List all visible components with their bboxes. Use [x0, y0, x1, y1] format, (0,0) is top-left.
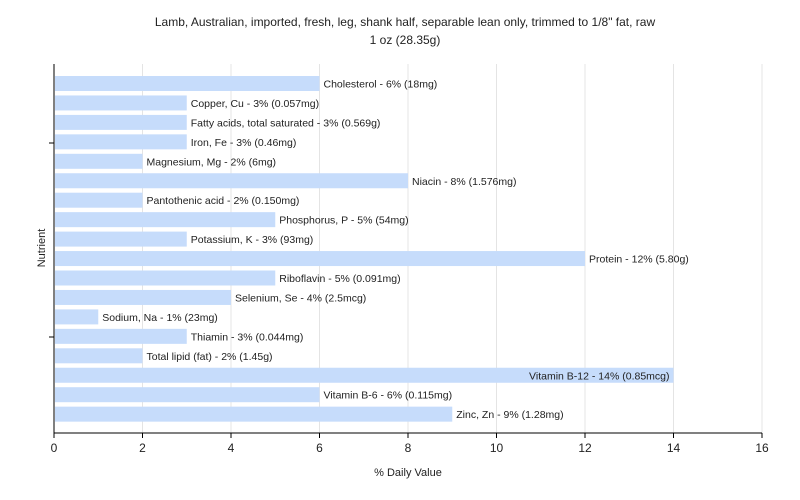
bar-label: Cholesterol - 6% (18mg): [324, 79, 438, 91]
y-axis-title: Nutrient: [36, 229, 48, 268]
bar: [55, 231, 187, 247]
bar-label: Protein - 12% (5.80g): [589, 254, 689, 266]
bar: [55, 328, 187, 344]
x-axis-title: % Daily Value: [374, 467, 442, 479]
bar-label: Riboflavin - 5% (0.091mg): [279, 273, 400, 285]
x-tick-label: 6: [316, 441, 323, 455]
bar-label: Phosphorus, P - 5% (54mg): [279, 215, 408, 227]
x-tick-label: 14: [667, 441, 681, 455]
bar: [55, 348, 143, 364]
bar-label: Vitamin B-6 - 6% (0.115mg): [324, 390, 453, 402]
x-tick-label: 2: [139, 441, 146, 455]
bar-label: Copper, Cu - 3% (0.057mg): [191, 98, 319, 110]
gridlines: [142, 64, 763, 433]
bar: [55, 212, 276, 228]
bar-label: Potassium, K - 3% (93mg): [191, 234, 314, 246]
bar: [55, 309, 99, 325]
chart-subtitle: 1 oz (28.35g): [370, 33, 441, 47]
x-tick-label: 4: [228, 441, 235, 455]
bar: [55, 192, 143, 208]
x-tick-label: 10: [490, 441, 504, 455]
bar: [55, 406, 453, 422]
bar-label: Selenium, Se - 4% (2.5mcg): [235, 292, 366, 304]
bar-label: Vitamin B-12 - 14% (0.85mcg): [529, 370, 669, 382]
bar-label: Pantothenic acid - 2% (0.150mg): [147, 195, 300, 207]
bar-label: Thiamin - 3% (0.044mg): [191, 331, 304, 343]
x-tick-labels: 0 2 4 6 8 10 12 14 16: [51, 441, 769, 455]
bar-label: Iron, Fe - 3% (0.46mg): [191, 137, 297, 149]
bar: [55, 153, 143, 169]
bar-label: Total lipid (fat) - 2% (1.45g): [147, 351, 273, 363]
x-tick-label: 16: [755, 441, 769, 455]
bars: Cholesterol - 6% (18mg) Copper, Cu - 3% (…: [55, 76, 689, 422]
x-tick-label: 0: [51, 441, 58, 455]
bar: [55, 289, 231, 305]
bar: [55, 114, 187, 130]
bar: [55, 367, 674, 383]
x-tick-label: 12: [578, 441, 592, 455]
bar: [55, 387, 320, 403]
axes: [49, 64, 763, 438]
bar-label: Sodium, Na - 1% (23mg): [102, 312, 218, 324]
chart-title: Lamb, Australian, imported, fresh, leg, …: [155, 15, 656, 29]
bar-label: Zinc, Zn - 9% (1.28mg): [456, 409, 563, 421]
bar-label: Fatty acids, total saturated - 3% (0.569…: [191, 117, 381, 129]
bar-label: Niacin - 8% (1.576mg): [412, 176, 516, 188]
bar: [55, 95, 187, 111]
bar: [55, 134, 187, 150]
bar: [55, 173, 408, 189]
bar: [55, 76, 320, 91]
bar-label: Magnesium, Mg - 2% (6mg): [147, 156, 277, 168]
bar: [55, 270, 276, 286]
bar: [55, 251, 585, 267]
x-tick-label: 8: [405, 441, 412, 455]
